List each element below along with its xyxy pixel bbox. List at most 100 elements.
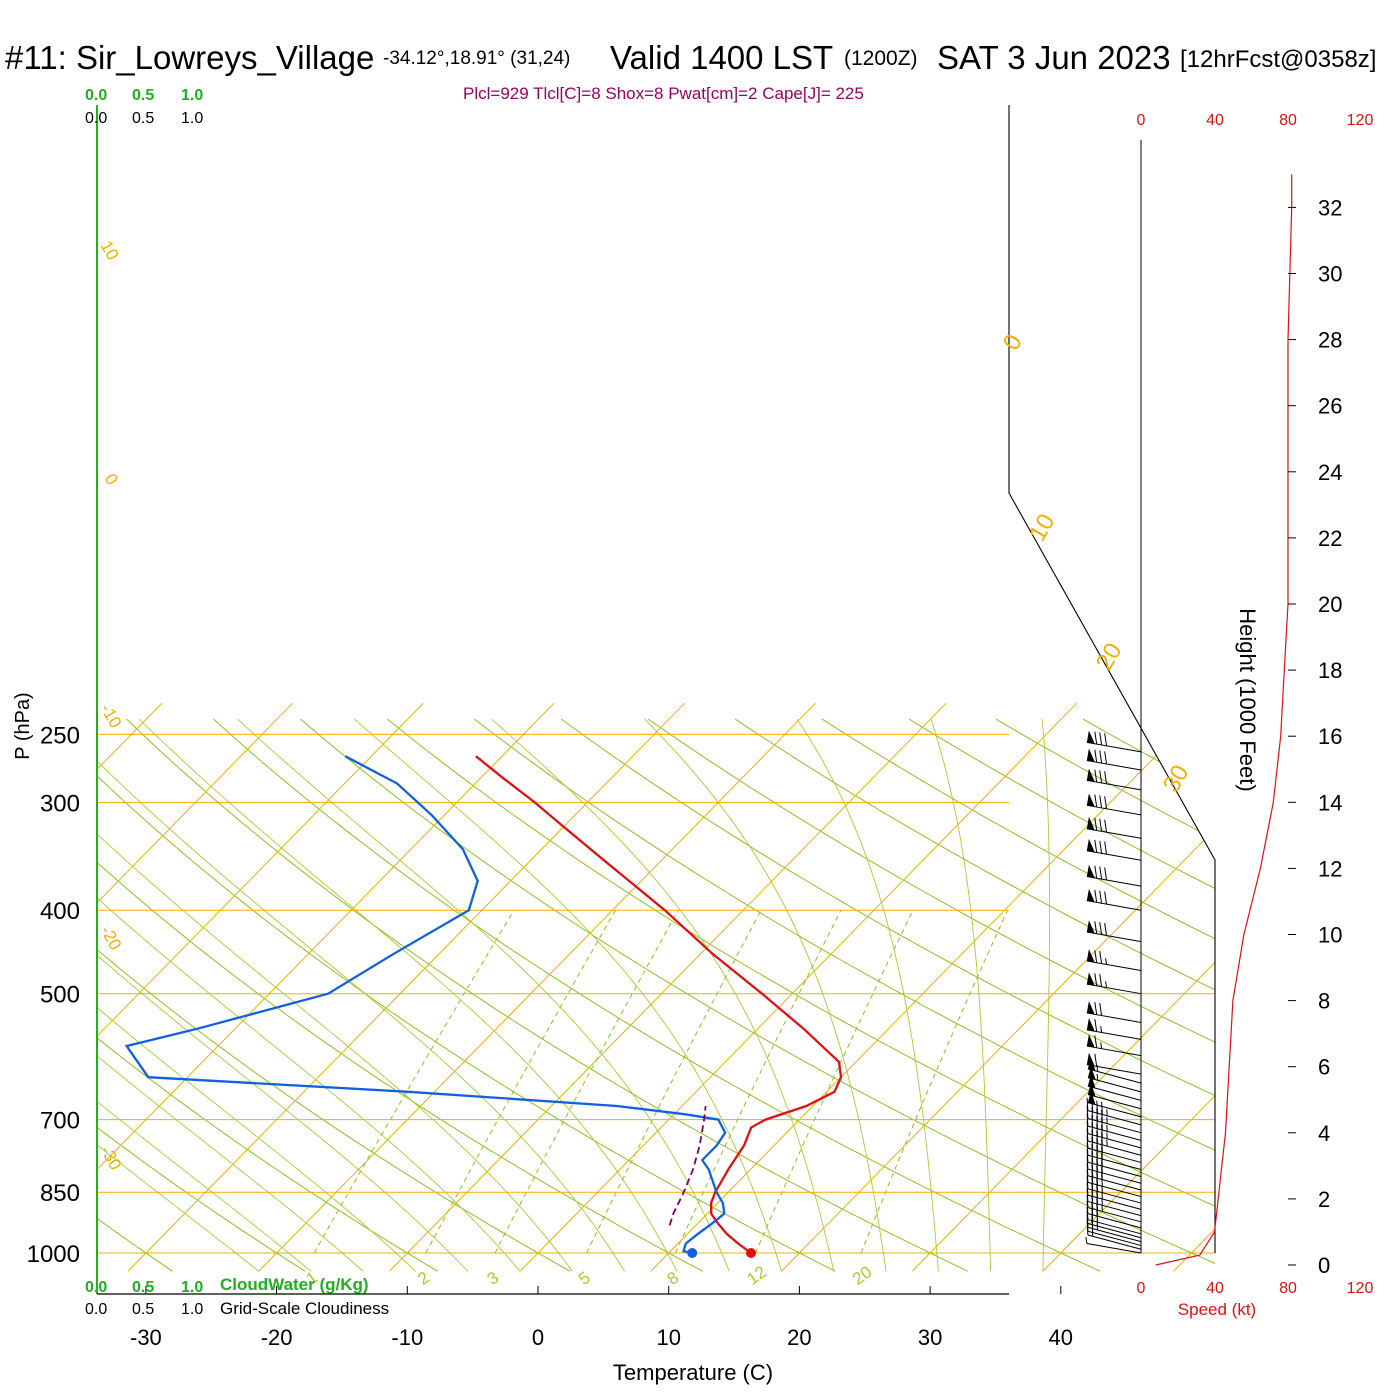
cloudiness-label: Grid-Scale Cloudiness [220, 1299, 389, 1318]
wind-barb-pennant [1087, 1074, 1096, 1089]
wind-barb-staff [1087, 1188, 1142, 1204]
isotherm-label: -10 [97, 701, 126, 732]
wind-barb-flag [1104, 771, 1108, 784]
y-axis-title: P (hPa) [12, 692, 34, 759]
dry-adiabat [1082, 718, 1215, 1272]
moist-adiabat [796, 718, 939, 1272]
dry-adiabat [821, 718, 1215, 1272]
moist-adiabat [930, 718, 992, 1272]
wind-barb-flag [1094, 794, 1098, 808]
dry-adiabat [97, 718, 306, 1272]
height-tick-label: 6 [1318, 1055, 1330, 1080]
wind-barb-staff [1087, 1094, 1142, 1110]
moist-adiabat [1041, 719, 1051, 1272]
wind-barb-staff [1087, 1161, 1142, 1177]
dry-adiabat [213, 718, 1101, 1272]
dry-adiabat [0, 719, 40, 1271]
mixing-ratio-line [755, 909, 914, 1254]
wind-barb-staff [1086, 931, 1142, 943]
isotherm-line [97, 702, 555, 1272]
wind-barb-staff [1086, 850, 1142, 861]
isotherm-label: 20 [1091, 638, 1128, 675]
wind-barb-flag [1099, 732, 1103, 746]
temperature-tick-label: 30 [918, 1325, 942, 1350]
speed-bottom-tick-0: 0 [1137, 1280, 1146, 1297]
wind-barb [1087, 1074, 1142, 1101]
wind-barb-pennant [1086, 730, 1095, 744]
isotherm-line [650, 702, 1208, 1272]
bottom-cloudiness-tick-2: 1.0 [181, 1301, 203, 1318]
wind-barb-flag [1104, 796, 1108, 809]
dry-adiabat [734, 718, 1215, 1272]
wind-barb-staff [1087, 1140, 1142, 1156]
wind-barb-staff [1086, 1045, 1142, 1057]
isotherm-label: -20 [97, 923, 126, 954]
wind-barb [1086, 920, 1142, 943]
dry-adiabat [97, 718, 704, 1272]
axes: 1 2 3 5 8 12 20100-10-20-300102030250300400500… [27, 195, 1343, 1350]
moist-adiabat [97, 718, 312, 1272]
wind-barb-staff [1087, 1181, 1142, 1198]
isotherm-line [97, 702, 163, 1272]
moist-adiabat [138, 718, 678, 1272]
wind-barb [1086, 768, 1142, 791]
wind-barb-staff [1087, 1219, 1142, 1235]
speed-axis-label: Speed (kt) [1178, 1300, 1256, 1319]
moist-adiabat [237, 718, 730, 1272]
wind-barb [1086, 888, 1142, 911]
wind-barb-staff [1087, 1200, 1142, 1217]
top-cloudiness-tick-1: 0.5 [132, 110, 154, 127]
dry-adiabat [300, 718, 1215, 1272]
isotherm-line [97, 702, 424, 1272]
dry-adiabat [97, 718, 173, 1272]
wind-barb-flag [1099, 770, 1103, 784]
wind-barb-flag [1099, 1002, 1103, 1016]
wind-barb-staff [1086, 828, 1142, 839]
isotherm-label: -30 [97, 1143, 126, 1174]
speed-bottom-tick-80: 80 [1279, 1280, 1297, 1297]
wind-speed-line [1155, 174, 1293, 1266]
moist-adiabat [97, 718, 626, 1272]
pressure-tick-label: 500 [40, 982, 80, 1009]
dry-adiabat [97, 718, 438, 1272]
height-tick-label: 2 [1318, 1187, 1330, 1212]
wind-barb-pennant [1086, 768, 1095, 782]
isotherm-label: 0 [101, 471, 122, 489]
wind-barb [1087, 1066, 1142, 1093]
top-cloud-tick-1: 0.5 [132, 87, 154, 104]
wind-barb-flag [1094, 731, 1098, 745]
isotherm-label: 30 [1158, 760, 1195, 797]
wind-barb-staff [1087, 1077, 1142, 1093]
x-axis-title: Temperature (C) [613, 1360, 773, 1385]
wind-barb-flag [1094, 973, 1098, 986]
wind-barb-flag [1094, 889, 1098, 903]
height-tick-label: 0 [1318, 1253, 1330, 1278]
pressure-tick-label: 250 [40, 722, 80, 749]
moist-adiabat [97, 718, 521, 1272]
wind-barb-staff [1087, 1226, 1142, 1243]
plot-frame [96, 105, 1216, 1295]
pressure-tick-label: 700 [40, 1108, 80, 1135]
wind-barb-flag [1094, 817, 1098, 831]
temperature-tick-label: 10 [656, 1325, 680, 1350]
wind-barb [1086, 1149, 1142, 1177]
height-tick-label: 28 [1318, 328, 1342, 353]
wind-barb-half-flag [1105, 981, 1108, 988]
wind-barb-flag [1099, 922, 1103, 935]
wind-barb-flag [1094, 749, 1098, 763]
wind-barb [1086, 1001, 1142, 1023]
top-cloudiness-tick-2: 1.0 [181, 110, 203, 127]
dry-adiabat [126, 718, 969, 1272]
wind-barb [1086, 1128, 1142, 1156]
wind-barb [1086, 1135, 1142, 1163]
height-tick-label: 10 [1318, 923, 1342, 948]
wind-barb-pennant [1086, 793, 1095, 807]
mixing-ratio-line [860, 909, 1009, 1254]
pressure-tick-label: 850 [40, 1180, 80, 1207]
temperature-tick-label: -30 [130, 1325, 162, 1350]
wind-barb-staff [1086, 804, 1142, 816]
wind-barb-flag [1099, 951, 1103, 964]
height-tick-label: 24 [1318, 460, 1342, 485]
adiabat-lines [0, 718, 1215, 1272]
wind-barb-flag [1086, 1097, 1089, 1111]
